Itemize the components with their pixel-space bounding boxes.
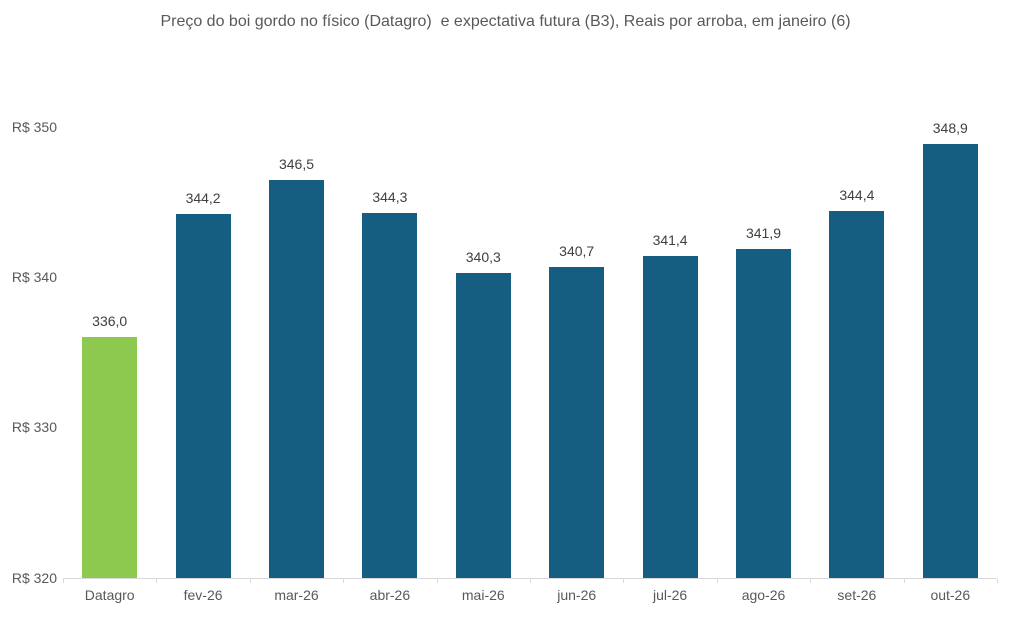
x-axis-tick: [717, 579, 718, 583]
x-axis-tick: [250, 579, 251, 583]
x-axis-category-label: abr-26: [369, 587, 411, 603]
chart-title: Preço do boi gordo no físico (Datagro) e…: [160, 13, 851, 30]
x-axis-tick: [904, 579, 905, 583]
data-label: 346,5: [278, 155, 315, 172]
bar-mai-26: [455, 272, 511, 578]
y-axis-tick-label: R$ 340: [11, 268, 57, 285]
data-label: 344,2: [185, 190, 221, 207]
y-axis-tick-label: R$ 320: [11, 569, 57, 586]
x-axis-category-label: jul-26: [652, 587, 688, 603]
x-axis-category-label: mar-26: [274, 587, 319, 603]
x-axis-category-label: Datagro: [84, 587, 135, 603]
bar-out-26: [922, 143, 978, 578]
x-axis-category-label: set-26: [837, 587, 877, 603]
x-axis-tick: [437, 579, 438, 583]
bar-ago-26: [736, 248, 791, 578]
data-label: 336,0: [92, 313, 128, 330]
bar-jul-26: [642, 256, 698, 578]
data-label: 344,4: [839, 187, 875, 204]
x-axis-line: [63, 578, 997, 579]
bar-fev-26: [175, 214, 231, 578]
x-axis-tick: [530, 579, 531, 583]
x-axis-tick: [343, 579, 344, 583]
data-label: 344,3: [372, 188, 408, 205]
data-label: 340,3: [465, 248, 501, 265]
bar-jun-26: [549, 266, 605, 578]
x-axis-tick: [810, 579, 811, 583]
x-axis-category-label: jun-26: [557, 587, 597, 603]
x-axis-category-label: ago-26: [741, 587, 786, 603]
data-label: 340,7: [559, 242, 595, 259]
x-axis-category-label: mai-26: [461, 587, 505, 603]
data-label: 341,9: [745, 224, 782, 241]
x-axis-category-label: fev-26: [183, 587, 223, 603]
y-axis-tick-label: R$ 350: [11, 118, 57, 135]
data-label: 341,4: [652, 232, 688, 249]
x-axis-tick: [156, 579, 157, 583]
x-axis-tick: [63, 579, 64, 583]
x-axis-category-label: out-26: [930, 587, 971, 603]
bar-abr-26: [362, 212, 418, 578]
bar-mar-26: [269, 179, 324, 578]
x-axis-tick: [997, 579, 998, 583]
y-axis-tick-label: R$ 330: [11, 419, 57, 436]
bar-set-26: [829, 211, 885, 578]
bar-Datagro: [82, 337, 138, 578]
data-label: 348,9: [932, 119, 968, 136]
x-axis-tick: [623, 579, 624, 583]
